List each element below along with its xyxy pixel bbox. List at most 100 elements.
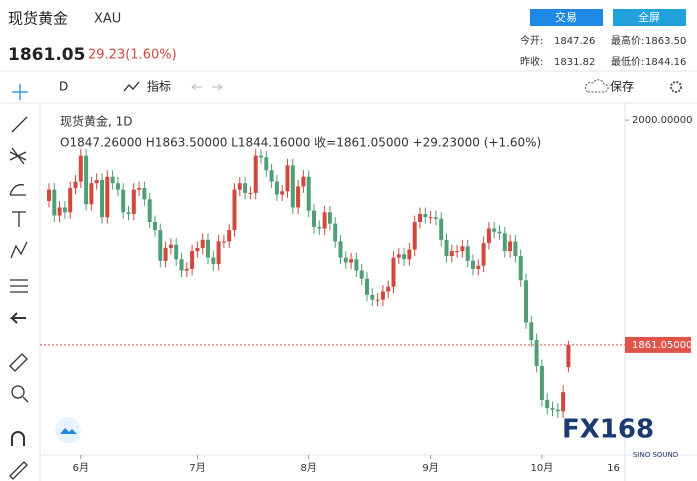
magnet-tool[interactable] [11,431,25,446]
candle-body [327,212,332,224]
zoom-tool[interactable] [11,385,25,399]
candle-body [84,155,89,205]
pattern-tool[interactable] [10,241,28,259]
prediction-tool[interactable] [10,279,28,293]
candle-body [566,344,571,368]
save[interactable]: 保存 [610,80,634,94]
candle-body [227,230,232,242]
candle-body [94,179,99,184]
candle-body [508,241,513,252]
candle-body [338,241,343,258]
undo-redo[interactable] [191,83,223,91]
candle-body [492,228,497,232]
candle-body [418,213,422,223]
interval[interactable]: D [59,80,68,94]
candle-body [221,241,226,243]
candle-body [73,181,78,189]
stat-label: 最低价: [611,55,644,68]
x-tick-label: 16 [607,463,620,474]
watermark-logo: FX168 [562,415,654,445]
price: 1861.05 [8,45,85,65]
candle-body [396,254,401,258]
candle-body [465,246,470,261]
settings[interactable] [670,81,682,93]
candle-body [264,157,269,171]
indicator-icon[interactable] [123,81,140,92]
candle-body [444,239,449,256]
cloud-badge-icon [60,428,77,434]
fullscreen-button-label[interactable]: 全屏 [638,10,660,24]
candle-body [105,176,110,218]
stat-value: 1844.16 [645,57,686,68]
candle-body [115,183,120,190]
candle-body [216,241,221,265]
candle-body [296,186,301,208]
candle-body [529,322,534,341]
chart-title: 现货黄金, 1D [60,114,133,129]
back-tool[interactable] [9,312,26,324]
candle-body [486,228,491,244]
candle-body [232,189,237,231]
candle-body [407,249,412,260]
cloud-badge[interactable] [55,417,81,443]
stat-label: 昨收: [520,55,543,68]
candle-body [47,189,51,201]
candle-body [147,199,152,223]
candle-body [391,257,396,287]
candle-body [100,179,104,218]
candle-body [555,409,560,412]
zoom-handle[interactable] [22,396,29,403]
candle-body [502,233,507,252]
brush-tool[interactable] [9,184,26,196]
candle-body [174,244,179,260]
candle-body [137,188,142,190]
candle-body [274,181,279,195]
candle-body [518,255,523,281]
candle-body [195,247,200,252]
candle-body [476,265,481,269]
candle-body [497,231,502,234]
candle-body [168,244,173,248]
candle-body [153,222,157,231]
pencil-tool[interactable] [9,461,28,480]
candle-body [317,226,322,229]
candle-body [259,155,263,158]
candle-body [386,286,391,292]
candle-body [121,189,126,213]
x-tick-label: 10月 [531,462,554,474]
crosshair-tool[interactable] [12,84,28,100]
candle-body [375,299,380,301]
fullscreen-button[interactable] [613,9,686,26]
trade-button-label[interactable]: 交易 [555,10,577,24]
save-icon[interactable] [584,79,609,93]
fib-tool[interactable] [9,147,27,165]
ruler-tool[interactable] [9,353,28,372]
price-badge [625,336,691,353]
candle-body [433,217,438,219]
candle-body [428,217,433,219]
candle-body [126,212,131,214]
watermark-sub: SINO SOUND [633,451,678,459]
stat-label: 最高价: [611,34,644,47]
candle-body [211,257,216,265]
trade-button[interactable] [530,9,603,26]
candle-body [412,222,417,250]
line-tool[interactable] [11,116,28,133]
candle-body [237,183,242,190]
candle-body [365,278,369,295]
ohlc-legend: O1847.26000 H1863.50000 L1844.16000 收=18… [60,136,541,150]
candle-body [333,223,338,242]
y-tick-label: 2000.00000 [632,115,692,126]
title: 现货黄金 [8,10,68,28]
candle-body [78,155,83,182]
candle-body [301,176,306,187]
candle-body [269,170,274,182]
candle-body [62,207,67,213]
indicators[interactable]: 指标 [147,79,171,94]
candle-body [312,210,316,227]
stat-value: 1863.50 [645,36,686,47]
candle-body [354,259,359,271]
text-tool[interactable] [12,211,26,227]
candle-body [52,189,57,216]
